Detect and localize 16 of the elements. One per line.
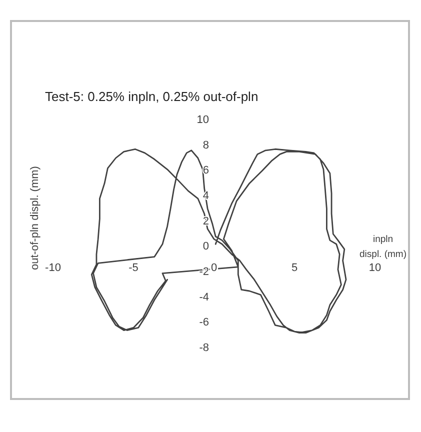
- x-axis-title: inpln displ. (mm): [360, 234, 406, 260]
- y-tick-label: 6: [202, 164, 209, 177]
- y-tick-label: -4: [199, 291, 209, 304]
- line-series: [90, 148, 347, 334]
- chart-title: Test-5: 0.25% inpln, 0.25% out-of-pln: [45, 89, 258, 104]
- y-tick-label: 0: [202, 240, 209, 253]
- y-tick-label: 10: [196, 114, 209, 126]
- y-axis-title: out-of-pln displ. (mm): [29, 166, 41, 270]
- x-tick-label: 10: [368, 262, 382, 274]
- y-tick-label: -8: [199, 342, 209, 354]
- x-tick-label: -10: [45, 262, 61, 274]
- y-tick-label: -6: [199, 316, 209, 329]
- x-tick-label: 0: [210, 262, 218, 274]
- x-tick-label: -5: [128, 262, 138, 274]
- y-tick-label: 8: [202, 139, 209, 152]
- x-tick-label: 5: [291, 262, 298, 274]
